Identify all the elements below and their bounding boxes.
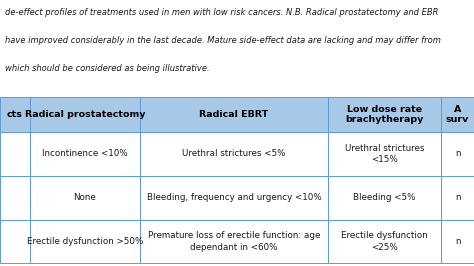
Bar xyxy=(328,132,441,176)
Bar xyxy=(0,176,30,219)
Text: None: None xyxy=(73,193,96,202)
Text: Radical prostatectomy: Radical prostatectomy xyxy=(25,110,145,119)
Bar xyxy=(0,219,30,263)
Bar xyxy=(441,219,474,263)
Bar xyxy=(0,132,30,176)
Bar xyxy=(328,176,441,219)
Bar xyxy=(140,97,328,132)
Text: de-effect profiles of treatments used in men with low risk cancers. N.B. Radical: de-effect profiles of treatments used in… xyxy=(5,8,438,17)
Bar xyxy=(328,219,441,263)
Text: Radical EBRT: Radical EBRT xyxy=(200,110,269,119)
Text: Bleeding <5%: Bleeding <5% xyxy=(353,193,416,202)
Text: Urethral strictures <5%: Urethral strictures <5% xyxy=(182,149,286,158)
Text: n: n xyxy=(455,193,460,202)
Bar xyxy=(441,132,474,176)
Bar xyxy=(30,219,140,263)
Text: Premature loss of erectile function: age
dependant in <60%: Premature loss of erectile function: age… xyxy=(148,231,320,251)
Bar xyxy=(30,97,140,132)
Text: Incontinence <10%: Incontinence <10% xyxy=(42,149,128,158)
Text: Erectile dysfunction
<25%: Erectile dysfunction <25% xyxy=(341,231,428,251)
Bar xyxy=(328,97,441,132)
Bar xyxy=(0,97,30,132)
Text: cts: cts xyxy=(7,110,23,119)
Text: A
surv: A surv xyxy=(446,105,469,124)
Bar xyxy=(441,176,474,219)
Bar xyxy=(441,97,474,132)
Text: Low dose rate
brachytherapy: Low dose rate brachytherapy xyxy=(346,105,424,124)
Bar xyxy=(140,219,328,263)
Text: which should be considered as being illustrative.: which should be considered as being illu… xyxy=(5,64,210,73)
Bar xyxy=(140,176,328,219)
Bar xyxy=(30,132,140,176)
Text: n: n xyxy=(455,237,460,246)
Text: Bleeding, frequency and urgency <10%: Bleeding, frequency and urgency <10% xyxy=(146,193,321,202)
Text: Urethral strictures
<15%: Urethral strictures <15% xyxy=(345,144,424,164)
Text: n: n xyxy=(455,149,460,158)
Text: Erectile dysfunction >50%: Erectile dysfunction >50% xyxy=(27,237,143,246)
Bar xyxy=(30,176,140,219)
Bar xyxy=(140,132,328,176)
Text: have improved considerably in the last decade. Mature side-effect data are lacki: have improved considerably in the last d… xyxy=(5,36,441,45)
